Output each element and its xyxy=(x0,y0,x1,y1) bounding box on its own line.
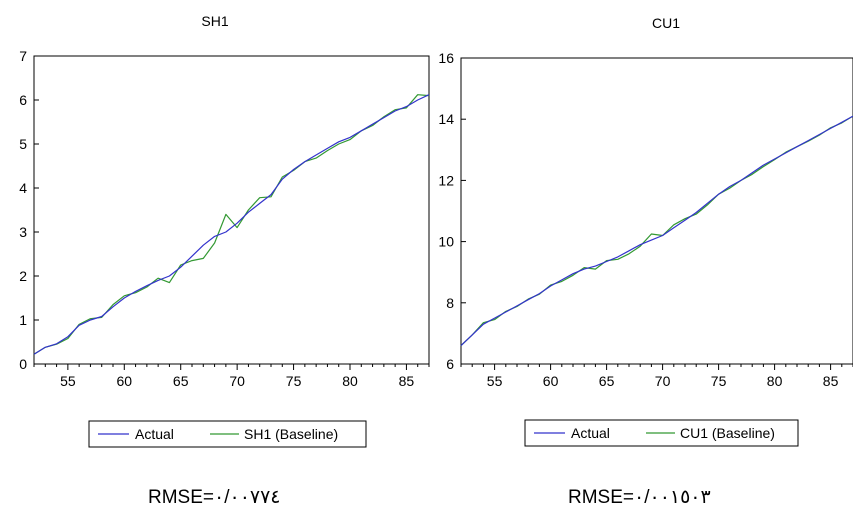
series-line-sh1-baseline xyxy=(33,94,430,355)
x-tick-label: 80 xyxy=(342,373,358,389)
chart-title: CU1 xyxy=(652,15,680,31)
x-tick-label: 55 xyxy=(487,373,503,389)
x-tick-label: 65 xyxy=(173,373,189,389)
y-tick-label: 8 xyxy=(446,295,454,311)
series-line-cu1-baseline xyxy=(460,115,853,347)
series-line-actual xyxy=(33,94,430,355)
plot-frame xyxy=(33,55,430,365)
y-tick-label: 3 xyxy=(19,224,27,240)
y-tick-label: 5 xyxy=(19,136,27,152)
x-tick-label: 55 xyxy=(60,373,76,389)
y-tick-label: 0 xyxy=(19,356,27,372)
chart-panel-sh1: SH1 0 1 2 3 4 5 6 7 55 60 65 70 75 80 85 Actual SH1 (Base… xyxy=(19,13,430,448)
y-tick-label: 1 xyxy=(19,312,27,328)
legend: Actual CU1 (Baseline) xyxy=(524,419,799,447)
x-tick-label: 75 xyxy=(286,373,302,389)
x-tick-label: 75 xyxy=(711,373,727,389)
x-tick-label: 60 xyxy=(543,373,559,389)
legend-label-actual: Actual xyxy=(571,425,610,441)
y-tick-label: 7 xyxy=(19,48,27,64)
x-tick-label: 80 xyxy=(767,373,783,389)
x-tick-label: 60 xyxy=(116,373,132,389)
rmse-caption-right: RMSE=٠/٠٠١٥٠٣ xyxy=(568,487,711,508)
y-tick-label: 14 xyxy=(438,111,454,127)
y-tick-label: 4 xyxy=(19,180,27,196)
plot-frame xyxy=(460,57,853,365)
x-tick-label: 85 xyxy=(399,373,415,389)
y-tick-label: 2 xyxy=(19,268,27,284)
x-tick-label: 85 xyxy=(823,373,839,389)
chart-panel-cu1: CU1 6 8 10 12 14 16 55 60 65 70 75 80 85 Actual CU1 (Ba… xyxy=(438,15,853,447)
legend-label-baseline: CU1 (Baseline) xyxy=(680,425,775,441)
legend-label-actual: Actual xyxy=(135,426,174,442)
x-tick-label: 70 xyxy=(655,373,671,389)
y-tick-label: 6 xyxy=(19,92,27,108)
legend-label-baseline: SH1 (Baseline) xyxy=(244,426,338,442)
chart-title: SH1 xyxy=(201,13,228,29)
rmse-caption-left: RMSE=٠/٠٠٧٧٤ xyxy=(148,487,281,508)
y-tick-label: 6 xyxy=(446,356,454,372)
x-tick-label: 65 xyxy=(599,373,615,389)
series-line-actual xyxy=(460,115,853,347)
legend: Actual SH1 (Baseline) xyxy=(88,420,367,448)
y-tick-label: 16 xyxy=(438,50,454,66)
y-tick-label: 10 xyxy=(438,234,454,250)
y-tick-label: 12 xyxy=(438,172,454,188)
x-tick-label: 70 xyxy=(229,373,245,389)
